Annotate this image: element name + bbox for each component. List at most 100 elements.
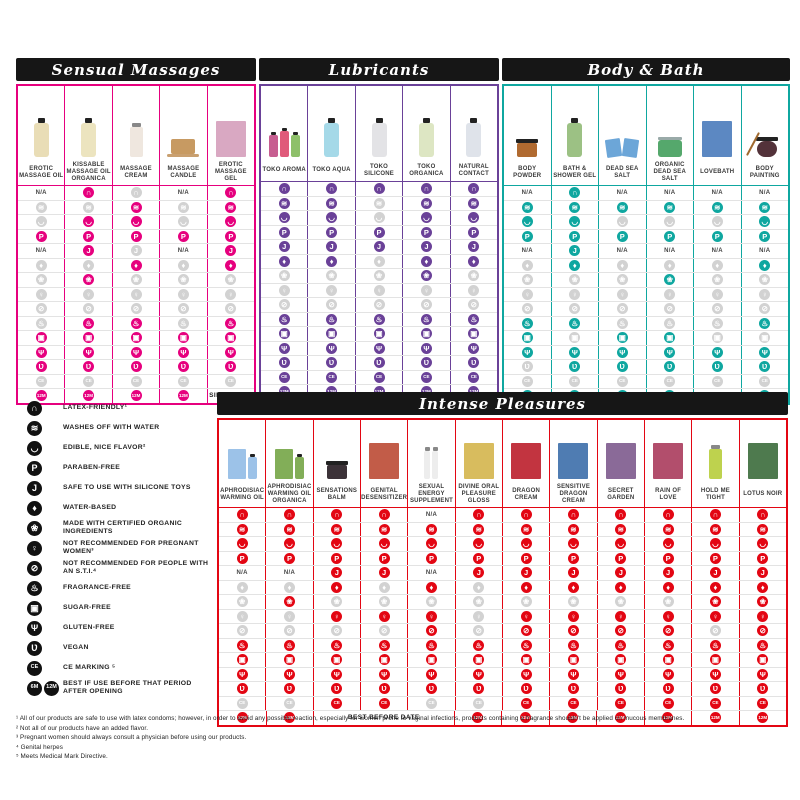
latex-icon: ∩	[662, 509, 674, 521]
na-label: N/A	[759, 189, 771, 196]
grid-row: ≋ ≋ ≋ ≋ ≋ ≋ ≋ ≋ ≋ ≋ ≋ ≋	[219, 522, 786, 537]
sti-icon: ⊘	[567, 625, 579, 637]
feature-cell: P	[552, 229, 599, 243]
feature-cell: ≋	[692, 522, 740, 536]
products-row	[219, 420, 786, 482]
pregnant-icon: ♀	[709, 610, 721, 622]
latex-icon: ∩	[709, 509, 721, 521]
feature-cell: ♀	[356, 283, 404, 297]
feature-cell: 12M	[113, 389, 161, 403]
feature-cell: ▣	[550, 653, 598, 667]
latex-icon: ∩	[326, 183, 338, 195]
ce-marking-icon: CE	[520, 697, 532, 709]
feature-cell: ❀	[504, 273, 552, 287]
section-title: Body & Bath	[587, 60, 705, 79]
grid-row: ♀ ♀ ♀ ♀ ♀ ♀ ♀ ♀ ♀ ♀ ♀ ♀	[219, 609, 786, 624]
latex-icon: ∩	[283, 509, 295, 521]
product-image	[418, 118, 434, 157]
vegan-icon: Ʋ	[664, 361, 676, 373]
feature-cell: ◡	[308, 211, 356, 225]
feature-cell: N/A	[504, 244, 552, 258]
sugar-free-icon: ▣	[420, 328, 432, 340]
fragrance-free-icon: ♨	[83, 317, 95, 329]
paraben-free-icon: P	[468, 226, 480, 238]
sti-icon: ⊘	[709, 625, 721, 637]
feature-cell: ▣	[219, 653, 267, 667]
vegan-icon: Ʋ	[283, 683, 295, 695]
grid-row: N/A J J N/A J	[18, 244, 254, 259]
sugar-free-icon: ▣	[521, 332, 533, 344]
best-before-icon: 12M	[757, 712, 769, 724]
feature-cell: CE	[645, 696, 693, 710]
feature-cell: ♀	[692, 609, 740, 623]
gluten-free-icon: Ψ	[236, 668, 248, 680]
ce-marking-icon: CE	[378, 697, 390, 709]
feature-cell: CE	[456, 696, 503, 710]
ce-marking-icon: CE	[664, 375, 676, 387]
silicone-toys-icon: J	[520, 567, 532, 579]
feature-cell: J	[113, 244, 161, 258]
feature-cell: N/A	[742, 186, 789, 200]
edible-icon: ◡	[711, 216, 723, 228]
sti-icon: ⊘	[711, 303, 723, 315]
feature-cell: 12M	[65, 389, 113, 403]
section-body-bath: Body & Bath BODY POWDER BATH & SHOWER GEL D…	[502, 58, 790, 405]
feature-cell: ≋	[18, 200, 66, 214]
grid-row: ♨ ♨ ♨ ♨ ♨	[261, 312, 497, 327]
feature-cell: ▣	[503, 653, 551, 667]
silicone-toys-icon: J	[757, 567, 769, 579]
grid-row: ◡ ◡ ◡ ◡ ◡	[18, 215, 254, 230]
feature-cell: ◡	[598, 537, 645, 551]
organic-icon: ❀	[35, 274, 47, 286]
feature-cell: Ʋ	[18, 360, 66, 374]
organic-icon: ❀	[283, 596, 295, 608]
product-cell	[451, 86, 497, 160]
product-image	[167, 139, 200, 157]
feature-cell: ▣	[552, 331, 599, 345]
footnote: ² Not all of our products have an added …	[16, 724, 149, 732]
feature-cell: N/A	[408, 566, 456, 580]
fragrance-free-icon: ♨	[130, 317, 142, 329]
feature-cell: ♨	[599, 316, 647, 330]
water-based-icon: ♦	[662, 581, 674, 593]
gluten-free-icon: Ψ	[759, 346, 771, 358]
fragrance-free-icon: ♨	[709, 639, 721, 651]
feature-cell: ≋	[356, 196, 404, 210]
feature-cell: ❀	[552, 273, 599, 287]
pregnant-icon: ♀	[326, 284, 338, 296]
feature-cell: Ʋ	[451, 356, 497, 370]
feature-cell: ⊘	[740, 624, 786, 638]
vegan-icon: Ʋ	[709, 683, 721, 695]
product-image	[605, 138, 640, 158]
paraben-free-icon: P	[35, 230, 47, 242]
product-names-row: APHRODISIAC WARMING OIL APHRODISIAC WARMI…	[219, 482, 786, 508]
washes-off-icon: ≋	[378, 523, 390, 535]
best-before-icon: 12M	[83, 390, 95, 402]
product-image	[325, 461, 348, 479]
feature-cell: ▣	[645, 653, 693, 667]
grid-row: ♦ ♦ ♦ ♦ ♦ ♦	[504, 258, 788, 273]
product-cell	[552, 86, 599, 160]
na-label: N/A	[35, 189, 47, 196]
footnote: ³ Pregnant women should always consult a…	[16, 734, 247, 741]
grid-row: ≋ ≋ ≋ ≋ ≋	[261, 196, 497, 211]
feature-cell: ♨	[361, 638, 409, 652]
latex-icon: ∩	[278, 183, 290, 195]
paraben-free-icon: P	[278, 226, 290, 238]
product-image	[747, 443, 778, 479]
feature-cell: J	[356, 240, 404, 254]
washes-off-icon: ≋	[521, 201, 533, 213]
grid-row: ⊘ ⊘ ⊘ ⊘ ⊘	[18, 302, 254, 317]
vegan-icon: Ʋ	[378, 683, 390, 695]
feature-cell: P	[647, 229, 694, 243]
washes-off-icon: ≋	[83, 201, 95, 213]
pregnant-icon: ♀	[567, 610, 579, 622]
feature-cell: ♨	[504, 316, 552, 330]
edible-icon: ◡	[520, 538, 532, 550]
feature-cell: CE	[18, 374, 66, 388]
feature-cell: Ψ	[18, 345, 66, 359]
legend-label: SUGAR-FREE	[63, 604, 111, 611]
feature-cell: ∩	[692, 508, 740, 522]
